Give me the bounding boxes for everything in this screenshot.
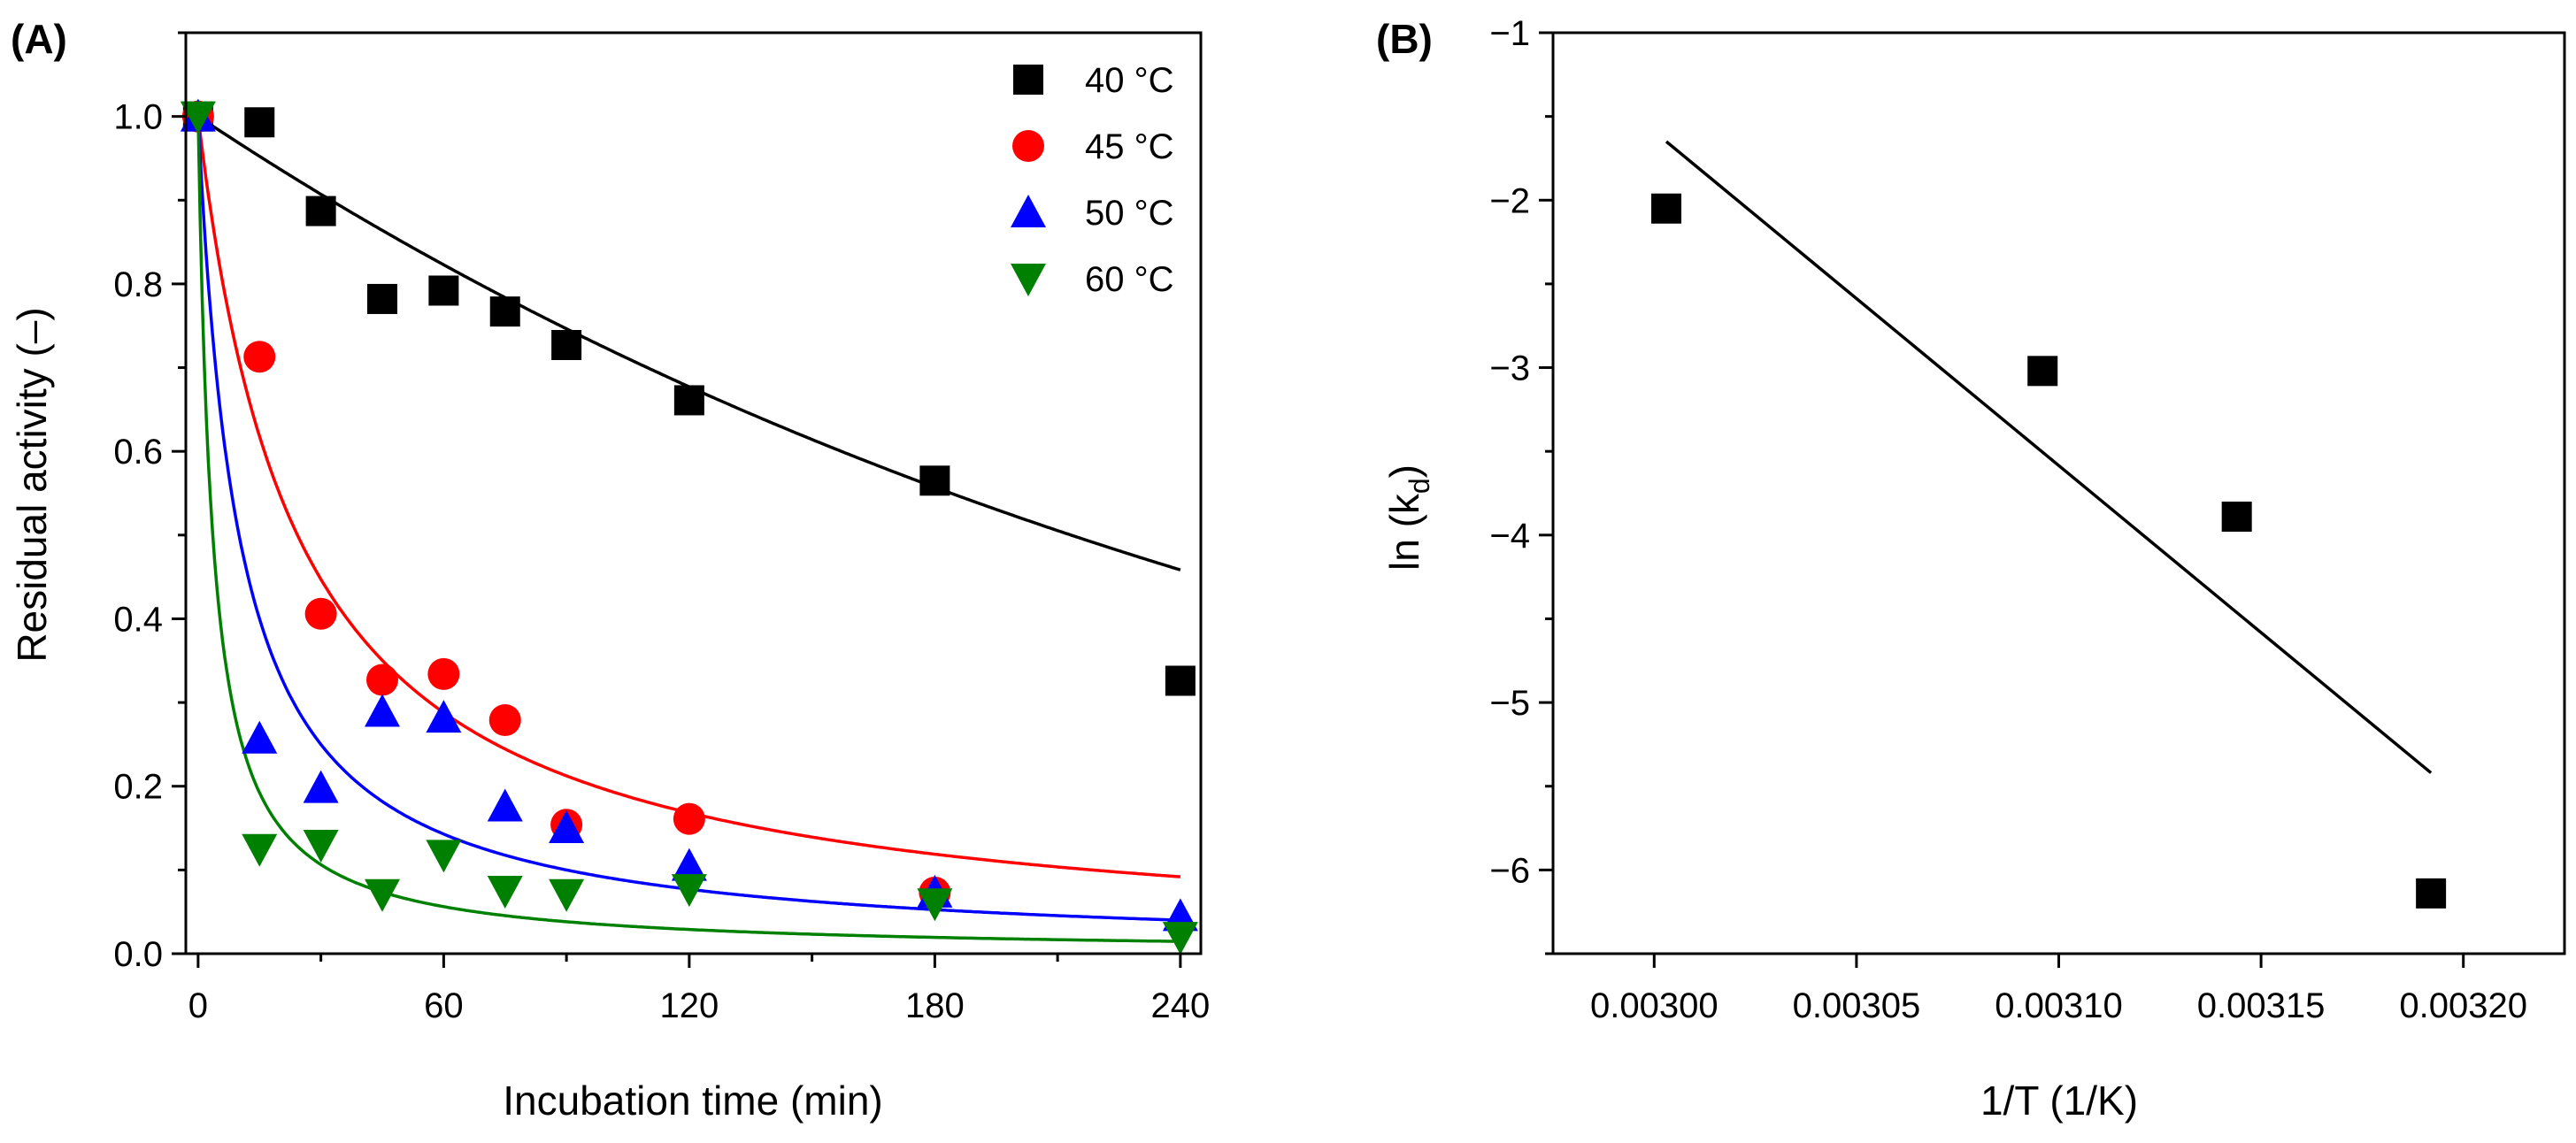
panel-a-series-1-point — [244, 107, 275, 138]
panel-b-regression-line — [1665, 140, 2433, 774]
panel-a-series-1-point — [673, 385, 704, 416]
panel-b-axis-ticks: 0.00300 0.00305 0.00310 0.00315 0.00320 −6 −5 −… — [1489, 14, 2527, 1025]
panel-b-fit-line — [1665, 140, 2433, 774]
panel-b-x-tick-label: 0.00315 — [2197, 986, 2326, 1025]
panel-b-data-points — [1651, 193, 2447, 909]
panel-a-series-4-point — [365, 878, 400, 912]
panel-a-y-axis-title: Residual activity (–) — [9, 307, 55, 662]
panel-a-data-points — [180, 98, 1198, 955]
panel-b-x-tick-label: 0.00310 — [1995, 986, 2123, 1025]
panel-a-x-tick-label: 60 — [424, 986, 464, 1025]
panel-a-series-1-point — [919, 465, 950, 496]
panel-a-series-4-point — [1162, 922, 1198, 955]
panel-a-series-1-point — [367, 283, 397, 314]
panel-a-series-4-point — [426, 840, 462, 873]
panel-a-y-tick-label: 0.2 — [113, 768, 163, 807]
panel-b-y-axis-title-main: ln (k — [1381, 493, 1427, 571]
panel-a-series-3-point — [365, 694, 400, 727]
panel-b-data-point — [1651, 193, 1682, 224]
panel-b-plot-frame — [1551, 31, 2566, 955]
panel-a-series-4-point — [242, 833, 278, 867]
panel-a-series-4-point — [303, 829, 339, 863]
panel-b-data-point — [2027, 356, 2058, 387]
panel-b-y-axis-title: ln (kd) — [1381, 464, 1435, 571]
panel-a-y-tick-label: 0.6 — [113, 433, 163, 472]
panel-b-y-tick-label: −2 — [1489, 181, 1530, 220]
panel-a-series-2-point — [427, 657, 460, 690]
panel-a-y-tick-label: 0.0 — [113, 935, 163, 974]
panel-b-label: (B) — [1376, 16, 1433, 62]
panel-a-series-2-point — [673, 802, 705, 835]
panel-b-y-tick-label: −5 — [1489, 684, 1530, 723]
panel-a-series-1-point — [305, 196, 336, 226]
panel-b: (B) 0.00300 0.00305 0.00310 0.00315 0.00320 −… — [1376, 14, 2566, 1124]
panel-b-y-tick-label: −4 — [1489, 517, 1530, 556]
panel-a-y-tick-label: 1.0 — [113, 98, 163, 137]
panel-b-x-tick-label: 0.00320 — [2399, 986, 2527, 1025]
panel-b-y-axis-title-subscript: d — [1403, 478, 1435, 494]
panel-a: (A) 0 60 120 180 240 0.0 0.2 0.4 0.6 0.8 1.0 40 °C… — [9, 16, 1210, 1124]
panel-a-series-2-point — [366, 664, 398, 696]
panel-a-x-tick-label: 120 — [660, 986, 719, 1025]
panel-b-data-point — [2416, 878, 2447, 909]
panel-b-y-tick-label: −1 — [1489, 14, 1530, 53]
panel-a-series-3-point — [487, 788, 523, 822]
panel-a-series-4-point — [487, 876, 523, 909]
panel-a-legend-marker-4 — [1011, 264, 1046, 296]
panel-a-x-tick-label: 240 — [1151, 986, 1211, 1025]
panel-a-series-4-point — [549, 878, 585, 912]
panel-a-legend-marker-2 — [1012, 130, 1044, 162]
panel-a-series-4-point — [180, 101, 216, 134]
panel-a-series-1-point — [428, 275, 459, 306]
panel-a-series-1-point — [489, 296, 520, 327]
panel-a-series-4-point — [917, 888, 953, 922]
panel-a-series-3-point — [671, 848, 707, 881]
panel-b-x-tick-label: 0.00305 — [1793, 986, 1921, 1025]
panel-a-x-axis-title: Incubation time (min) — [503, 1078, 883, 1124]
panel-a-series-3-point — [549, 810, 585, 844]
panel-a-y-tick-label: 0.4 — [113, 600, 163, 639]
panel-a-legend-marker-1 — [1013, 65, 1043, 95]
panel-a-fit-curve-2 — [196, 116, 1181, 878]
panel-a-legend-label-2: 45 °C — [1085, 127, 1174, 166]
panel-a-label: (A) — [11, 16, 67, 62]
panel-a-series-3-point — [242, 720, 278, 754]
panel-a-axis-ticks: 0 60 120 180 240 0.0 0.2 0.4 0.6 0.8 1.0 — [113, 31, 1211, 1025]
panel-a-legend: 40 °C 45 °C 50 °C 60 °C — [1011, 61, 1174, 299]
panel-a-y-tick-label: 0.8 — [113, 265, 163, 304]
panel-a-legend-marker-3 — [1011, 195, 1046, 227]
panel-a-series-4-point — [671, 874, 707, 908]
panel-a-legend-label-4: 60 °C — [1085, 260, 1174, 299]
panel-a-series-2-point — [243, 341, 276, 373]
panel-b-x-axis-title: 1/T (1/K) — [1980, 1078, 2138, 1124]
panel-b-x-tick-label: 0.00300 — [1590, 986, 1719, 1025]
panel-a-series-3-point — [303, 770, 339, 803]
panel-a-series-2-point — [488, 703, 521, 736]
panel-a-series-1-point — [551, 329, 582, 360]
panel-a-series-3-point — [426, 700, 462, 733]
panel-a-series-1-point — [1165, 665, 1196, 696]
panel-b-data-point — [2221, 501, 2252, 532]
panel-a-fit-curve-1 — [196, 115, 1181, 572]
panel-a-fit-curve-3 — [196, 116, 1180, 922]
panel-a-legend-label-1: 40 °C — [1085, 61, 1174, 100]
panel-a-plot-frame — [184, 31, 1203, 955]
panel-a-series-2-point — [304, 597, 337, 630]
panel-a-fit-curve-4 — [196, 116, 1180, 943]
panel-a-x-tick-label: 0 — [188, 986, 208, 1025]
panel-b-y-tick-label: −6 — [1489, 851, 1530, 890]
panel-b-y-axis-title-end: ) — [1381, 464, 1427, 478]
panel-b-y-tick-label: −3 — [1489, 349, 1530, 388]
panel-a-legend-label-3: 50 °C — [1085, 194, 1174, 233]
panel-a-x-tick-label: 180 — [905, 986, 965, 1025]
